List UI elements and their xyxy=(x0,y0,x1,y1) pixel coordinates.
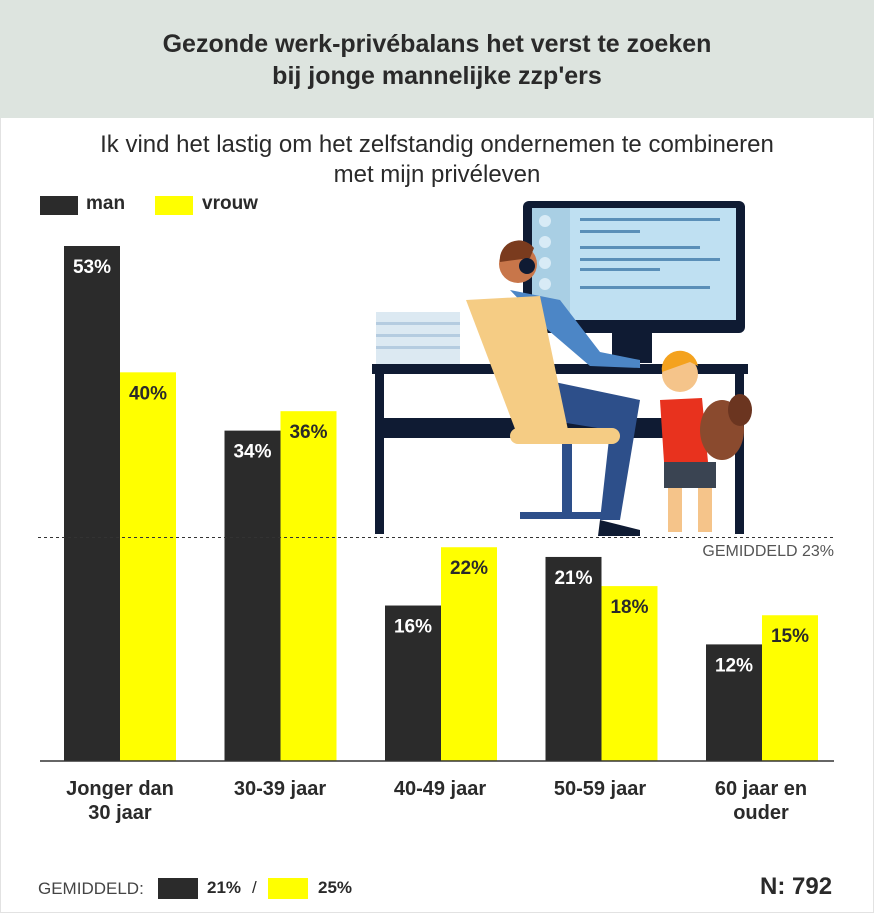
value-label-vrouw: 22% xyxy=(450,558,488,579)
bar-man xyxy=(385,605,441,761)
headset xyxy=(519,258,535,274)
category-label: 30-39 jaar xyxy=(233,778,327,800)
footer-vrouw-value: 25% xyxy=(318,878,353,897)
category-label: 50-59 jaar xyxy=(553,778,647,800)
footer-average-label: GEMIDDELD: xyxy=(38,879,144,898)
value-label-man: 16% xyxy=(394,617,432,638)
bar-vrouw xyxy=(120,372,176,761)
screen-dot xyxy=(539,278,551,290)
category-label: 60 jaar en ouder xyxy=(714,778,808,824)
screen-line xyxy=(580,246,700,249)
value-label-man: 21% xyxy=(554,568,592,589)
desk-leg xyxy=(735,374,744,534)
value-label-vrouw: 36% xyxy=(289,422,327,443)
screen-line xyxy=(580,230,640,233)
bar-vrouw xyxy=(280,411,337,761)
value-label-vrouw: 40% xyxy=(129,383,167,404)
chart-title: Gezonde werk-privébalans het verst te zo… xyxy=(162,30,712,90)
screen-line xyxy=(580,258,720,261)
legend-swatch-man xyxy=(40,196,78,215)
chair-pole xyxy=(562,444,572,514)
bar-man xyxy=(545,556,602,761)
average-reference-label: GEMIDDELD 23% xyxy=(702,543,834,560)
screen-line xyxy=(580,268,660,271)
category-label: 40-49 jaar xyxy=(393,778,487,800)
value-label-man: 12% xyxy=(715,655,753,676)
desk-leg xyxy=(375,374,384,534)
bar-man xyxy=(224,430,281,761)
person-at-desk-with-child-illustration xyxy=(372,201,752,536)
sample-size-label: N: 792 xyxy=(760,873,833,900)
bar-vrouw xyxy=(601,586,658,761)
screen-dot xyxy=(539,236,551,248)
chair-base xyxy=(520,512,620,519)
value-label-vrouw: 15% xyxy=(771,626,809,647)
screen-line xyxy=(580,286,710,289)
footer-separator: / xyxy=(252,878,257,897)
footer-man-value: 21% xyxy=(207,878,242,897)
screen-dot xyxy=(539,215,551,227)
paper-stack xyxy=(376,312,460,364)
footer-swatch-man xyxy=(158,878,198,899)
value-label-vrouw: 18% xyxy=(610,597,648,618)
legend-label-man: man xyxy=(86,193,126,214)
shoe xyxy=(598,520,640,536)
bars-group xyxy=(64,246,818,761)
chair-back xyxy=(466,296,568,442)
legend-swatch-vrouw xyxy=(155,196,193,215)
chart-subtitle: Ik vind het lastig om het zelfstandig on… xyxy=(100,131,774,188)
chair-seat xyxy=(510,428,620,444)
bar-vrouw xyxy=(441,547,497,761)
trousers xyxy=(545,380,640,520)
screen-dot xyxy=(539,257,551,269)
legend-label-vrouw: vrouw xyxy=(202,193,258,214)
header-banner: Gezonde werk-privébalans het verst te zo… xyxy=(0,0,874,118)
child-shorts xyxy=(664,462,716,488)
bar-man xyxy=(706,644,762,761)
value-label-man: 34% xyxy=(233,442,271,463)
desk-top xyxy=(372,364,748,374)
screen-line xyxy=(580,218,720,221)
value-labels-group: 53% 34% 16% 21% 12% 40% 36% 22% 18% 15% xyxy=(73,257,809,676)
category-label: Jonger dan 30 jaar xyxy=(66,778,174,824)
bar-vrouw xyxy=(762,615,818,761)
footer-swatch-vrouw xyxy=(268,878,308,899)
value-label-man: 53% xyxy=(73,257,111,278)
bar-man xyxy=(64,246,120,761)
child-shirt xyxy=(660,398,708,462)
